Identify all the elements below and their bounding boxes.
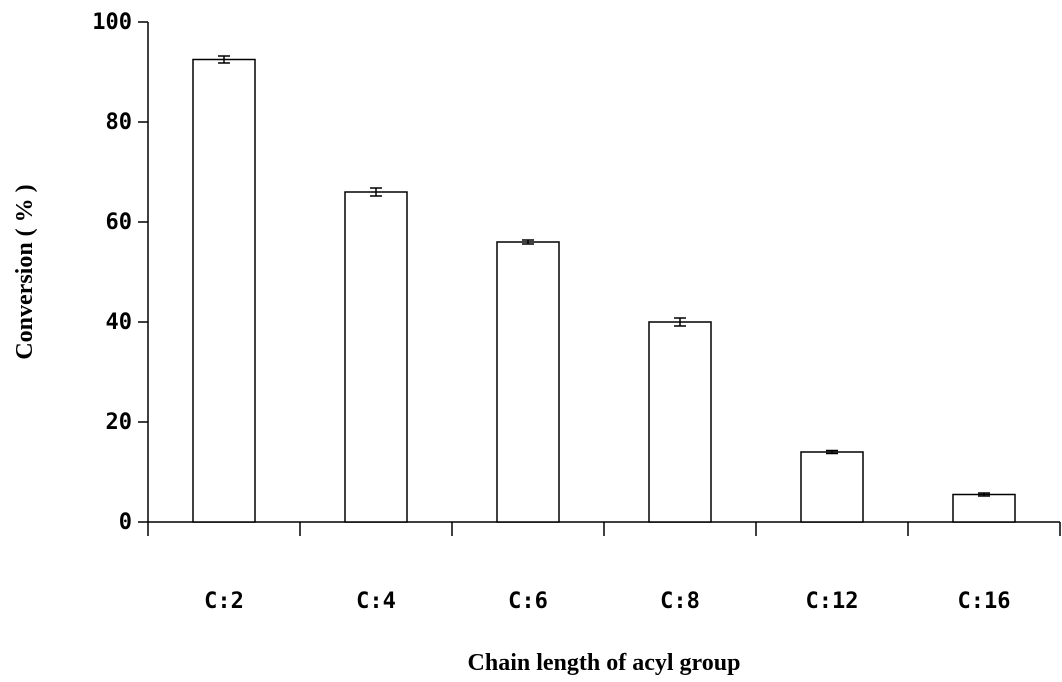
y-tick-label: 40 xyxy=(106,310,133,335)
x-tick-label: C:6 xyxy=(508,589,548,614)
x-tick-label: C:12 xyxy=(806,589,859,614)
y-tick-label: 100 xyxy=(92,10,132,35)
y-tick-label: 0 xyxy=(119,510,132,535)
x-tick-label: C:4 xyxy=(356,589,396,614)
bar xyxy=(496,241,560,523)
bar xyxy=(192,58,256,523)
y-tick-label: 60 xyxy=(106,210,133,235)
y-tick-label: 80 xyxy=(106,110,133,135)
y-axis: 0 20 40 60 80 100 xyxy=(92,10,149,535)
bar xyxy=(648,321,712,523)
x-tick-label: C:2 xyxy=(204,589,244,614)
bar xyxy=(800,451,864,523)
y-tick-label: 20 xyxy=(106,410,133,435)
bars xyxy=(192,55,1016,523)
x-tick-label: C:8 xyxy=(660,589,700,614)
bar xyxy=(344,191,408,523)
x-axis: C:2 C:4 C:6 C:8 C:12 C:16 xyxy=(147,521,1061,614)
y-axis-title: Conversion ( % ) xyxy=(12,184,38,359)
bar xyxy=(952,493,1016,523)
x-tick-label: C:16 xyxy=(958,589,1011,614)
x-axis-title: Chain length of acyl group xyxy=(468,650,741,676)
